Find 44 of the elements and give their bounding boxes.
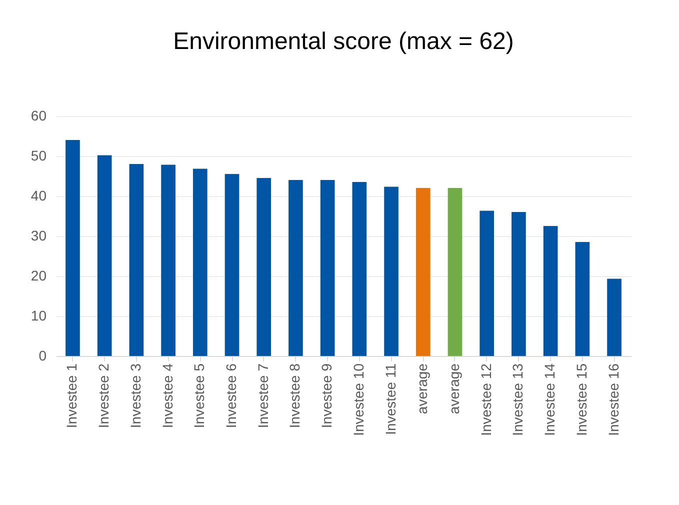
x-tick-label: Investee 15 <box>573 363 590 436</box>
bar <box>256 178 272 356</box>
y-tick-label: 30 <box>30 228 47 244</box>
bar <box>352 182 367 356</box>
bar <box>288 180 303 356</box>
x-tick-label: Investee 13 <box>510 363 526 436</box>
bar <box>416 188 430 356</box>
y-tick-label: 50 <box>30 148 47 164</box>
y-tick-label: 60 <box>30 108 47 124</box>
bar <box>384 186 398 356</box>
y-tick-label: 10 <box>30 308 47 324</box>
x-tick-label: average <box>414 363 430 414</box>
x-tick-label: Investee 2 <box>96 363 112 428</box>
bar <box>97 155 112 356</box>
bar <box>192 168 208 356</box>
bar <box>480 210 494 356</box>
x-tick-label: Investee 1 <box>64 363 80 428</box>
y-tick-label: 20 <box>30 268 47 284</box>
bar <box>320 180 335 356</box>
y-tick-label: 0 <box>38 348 47 364</box>
bar <box>575 242 590 356</box>
bar <box>161 164 176 356</box>
x-tick-label: Investee 16 <box>605 363 622 436</box>
x-tick-label: Investee 9 <box>318 363 335 428</box>
x-tick-label: Investee 4 <box>159 363 176 428</box>
bar <box>512 212 526 356</box>
x-tick-label: Investee 3 <box>127 363 144 428</box>
y-tick-label: 40 <box>30 188 47 204</box>
x-tick-label: Investee 6 <box>223 363 240 428</box>
x-tick-label: Investee 7 <box>254 363 271 428</box>
x-tick-label: Investee 10 <box>350 363 366 436</box>
bar <box>607 278 622 356</box>
bar <box>543 226 558 356</box>
x-tick-label: Investee 8 <box>286 363 303 428</box>
x-tick-label: average <box>446 363 462 414</box>
x-tick-label: Investee 12 <box>478 363 494 436</box>
bar <box>66 140 80 356</box>
bar <box>448 188 462 356</box>
x-tick-label: Investee 11 <box>382 363 398 435</box>
bar <box>129 164 144 356</box>
x-tick-label: Investee 5 <box>191 363 208 428</box>
x-tick-label: Investee 14 <box>542 363 558 436</box>
chart-title: Environmental score (max = 62) <box>173 28 514 55</box>
bar <box>224 174 240 356</box>
